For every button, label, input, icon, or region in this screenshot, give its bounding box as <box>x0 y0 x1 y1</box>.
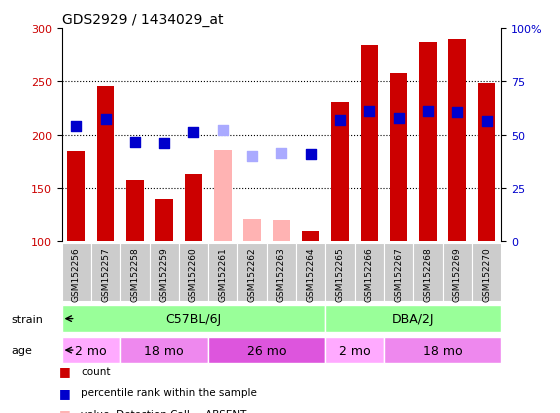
Bar <box>325 306 501 332</box>
Point <box>394 115 403 121</box>
Bar <box>390 74 408 242</box>
Bar <box>354 244 384 301</box>
Text: 2 mo: 2 mo <box>75 344 107 357</box>
Bar <box>237 244 267 301</box>
Point <box>482 118 491 125</box>
Text: ■: ■ <box>59 364 70 377</box>
Bar <box>331 102 349 242</box>
Point <box>101 116 110 123</box>
Bar <box>296 244 325 301</box>
Bar <box>478 84 496 242</box>
Bar <box>62 306 325 332</box>
Bar <box>120 337 208 363</box>
Text: percentile rank within the sample: percentile rank within the sample <box>81 387 257 397</box>
Text: value, Detection Call = ABSENT: value, Detection Call = ABSENT <box>81 409 246 413</box>
Text: GSM152267: GSM152267 <box>394 247 403 301</box>
Bar <box>325 337 384 363</box>
Text: DBA/2J: DBA/2J <box>392 312 435 325</box>
Bar <box>62 244 91 301</box>
Text: GSM152262: GSM152262 <box>248 247 256 301</box>
Bar <box>208 244 237 301</box>
Point <box>365 109 374 115</box>
Bar <box>62 337 120 363</box>
Text: GSM152257: GSM152257 <box>101 247 110 301</box>
Text: GSM152261: GSM152261 <box>218 247 227 301</box>
Point <box>248 153 256 160</box>
Bar <box>155 199 173 242</box>
Text: GSM152264: GSM152264 <box>306 247 315 301</box>
Bar <box>150 244 179 301</box>
Text: count: count <box>81 366 111 376</box>
Point <box>423 109 432 115</box>
Bar <box>413 244 442 301</box>
Text: GSM152266: GSM152266 <box>365 247 374 301</box>
Bar <box>302 231 320 242</box>
Bar <box>185 175 202 242</box>
Point <box>306 151 315 158</box>
Text: GSM152268: GSM152268 <box>423 247 432 301</box>
Text: age: age <box>11 345 32 355</box>
Text: 18 mo: 18 mo <box>144 344 184 357</box>
Bar <box>208 337 325 363</box>
Point <box>335 117 344 123</box>
Bar <box>361 46 378 242</box>
Text: GSM152260: GSM152260 <box>189 247 198 301</box>
Bar <box>442 244 472 301</box>
Bar <box>243 219 261 242</box>
Text: ■: ■ <box>59 386 70 399</box>
Text: GSM152258: GSM152258 <box>130 247 139 301</box>
Text: 2 mo: 2 mo <box>339 344 371 357</box>
Point <box>218 128 227 134</box>
Bar <box>325 244 354 301</box>
Bar <box>91 244 120 301</box>
Bar <box>384 244 413 301</box>
Text: strain: strain <box>11 314 43 324</box>
Bar <box>67 151 85 242</box>
Text: GSM152269: GSM152269 <box>452 247 462 301</box>
Bar <box>214 150 232 242</box>
Bar <box>384 337 501 363</box>
Text: GDS2929 / 1434029_at: GDS2929 / 1434029_at <box>62 12 223 26</box>
Bar <box>179 244 208 301</box>
Point <box>452 109 461 116</box>
Text: ■: ■ <box>59 407 70 413</box>
Point <box>72 123 81 130</box>
Text: 26 mo: 26 mo <box>247 344 287 357</box>
Point <box>189 130 198 136</box>
Text: 18 mo: 18 mo <box>423 344 463 357</box>
Text: GSM152263: GSM152263 <box>277 247 286 301</box>
Bar <box>126 181 144 242</box>
Bar <box>472 244 501 301</box>
Bar <box>120 244 150 301</box>
Text: C57BL/6J: C57BL/6J <box>165 312 222 325</box>
Text: GSM152265: GSM152265 <box>335 247 344 301</box>
Bar <box>419 43 437 242</box>
Point <box>277 150 286 157</box>
Text: GSM152270: GSM152270 <box>482 247 491 301</box>
Text: GSM152256: GSM152256 <box>72 247 81 301</box>
Point <box>160 140 169 147</box>
Text: GSM152259: GSM152259 <box>160 247 169 301</box>
Bar <box>273 221 290 242</box>
Point <box>130 140 139 146</box>
Bar <box>97 86 114 242</box>
Bar <box>449 40 466 242</box>
Bar <box>267 244 296 301</box>
